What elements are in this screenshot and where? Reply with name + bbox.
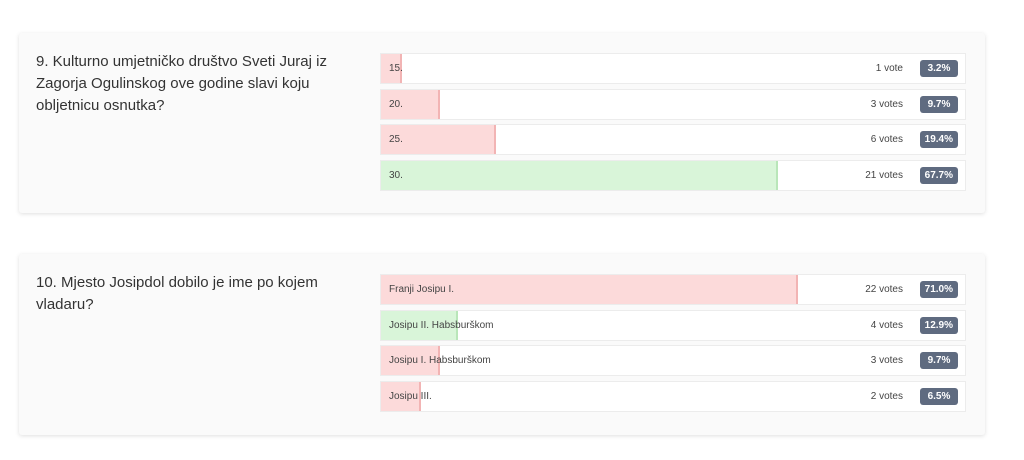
vote-count: 6 votes bbox=[870, 134, 903, 145]
answer-row: Josipu III. 2 votes 6.5% bbox=[380, 380, 966, 412]
percent-badge: 71.0% bbox=[919, 281, 958, 298]
answer-list: 15. 1 vote 3.2% 20. 3 votes 9.7% 25. 6 v… bbox=[380, 53, 966, 195]
vote-count: 4 votes bbox=[870, 319, 903, 331]
vote-share-bar bbox=[381, 54, 402, 83]
answer-row: 20. 3 votes 9.7% bbox=[380, 88, 966, 120]
answer-label: Josipu II. Habsburškom bbox=[389, 319, 494, 331]
question-text: 9. Kulturno umjetničko društvo Sveti Jur… bbox=[36, 53, 327, 114]
vote-share-bar bbox=[381, 160, 779, 190]
percent-badge: 12.9% bbox=[919, 316, 958, 334]
poll-card-question-9: 9. Kulturno umjetničko društvo Sveti Jur… bbox=[19, 33, 985, 213]
percent-badge: 9.7% bbox=[920, 95, 958, 113]
answer-row: 30. 21 votes 67.7% bbox=[380, 159, 966, 191]
answer-label: 15. bbox=[389, 63, 403, 74]
vote-share-bar bbox=[381, 275, 798, 304]
answer-label: 25. bbox=[389, 134, 403, 145]
answer-row: Josipu II. Habsburškom 4 votes 12.9% bbox=[380, 309, 966, 341]
answer-label: Franji Josipu I. bbox=[389, 284, 455, 295]
answer-row: Josipu I. Habsburškom 3 votes 9.7% bbox=[380, 345, 966, 376]
answer-row: Franji Josipu I. 22 votes 71.0% bbox=[380, 274, 966, 305]
answer-label: Josipu I. Habsburškom bbox=[389, 355, 491, 366]
vote-count: 1 vote bbox=[875, 63, 903, 74]
vote-share-bar bbox=[381, 125, 497, 154]
answer-label: 30. bbox=[389, 169, 403, 181]
answer-row: 25. 6 votes 19.4% bbox=[380, 124, 966, 155]
vote-count: 3 votes bbox=[870, 355, 903, 366]
vote-share-bar bbox=[381, 89, 440, 119]
vote-share-bar bbox=[381, 310, 459, 340]
answer-list: Franji Josipu I. 22 votes 71.0% Josipu I… bbox=[380, 274, 966, 416]
percent-badge: 6.5% bbox=[920, 387, 958, 405]
answer-label: Josipu III. bbox=[389, 390, 432, 402]
percent-badge: 19.4% bbox=[919, 131, 958, 148]
vote-share-bar bbox=[381, 346, 440, 375]
vote-count: 3 votes bbox=[870, 98, 903, 110]
vote-count: 21 votes bbox=[865, 169, 903, 181]
percent-badge: 9.7% bbox=[920, 352, 958, 369]
percent-badge: 3.2% bbox=[920, 60, 958, 77]
vote-count: 2 votes bbox=[870, 390, 903, 402]
vote-count: 22 votes bbox=[865, 284, 903, 295]
poll-card-question-10: 10. Mjesto Josipdol dobilo je ime po koj… bbox=[19, 254, 985, 435]
vote-share-bar bbox=[381, 381, 421, 411]
answer-label: 20. bbox=[389, 98, 403, 110]
answer-row: 15. 1 vote 3.2% bbox=[380, 53, 966, 84]
question-text: 10. Mjesto Josipdol dobilo je ime po koj… bbox=[36, 274, 318, 313]
percent-badge: 67.7% bbox=[919, 166, 958, 184]
